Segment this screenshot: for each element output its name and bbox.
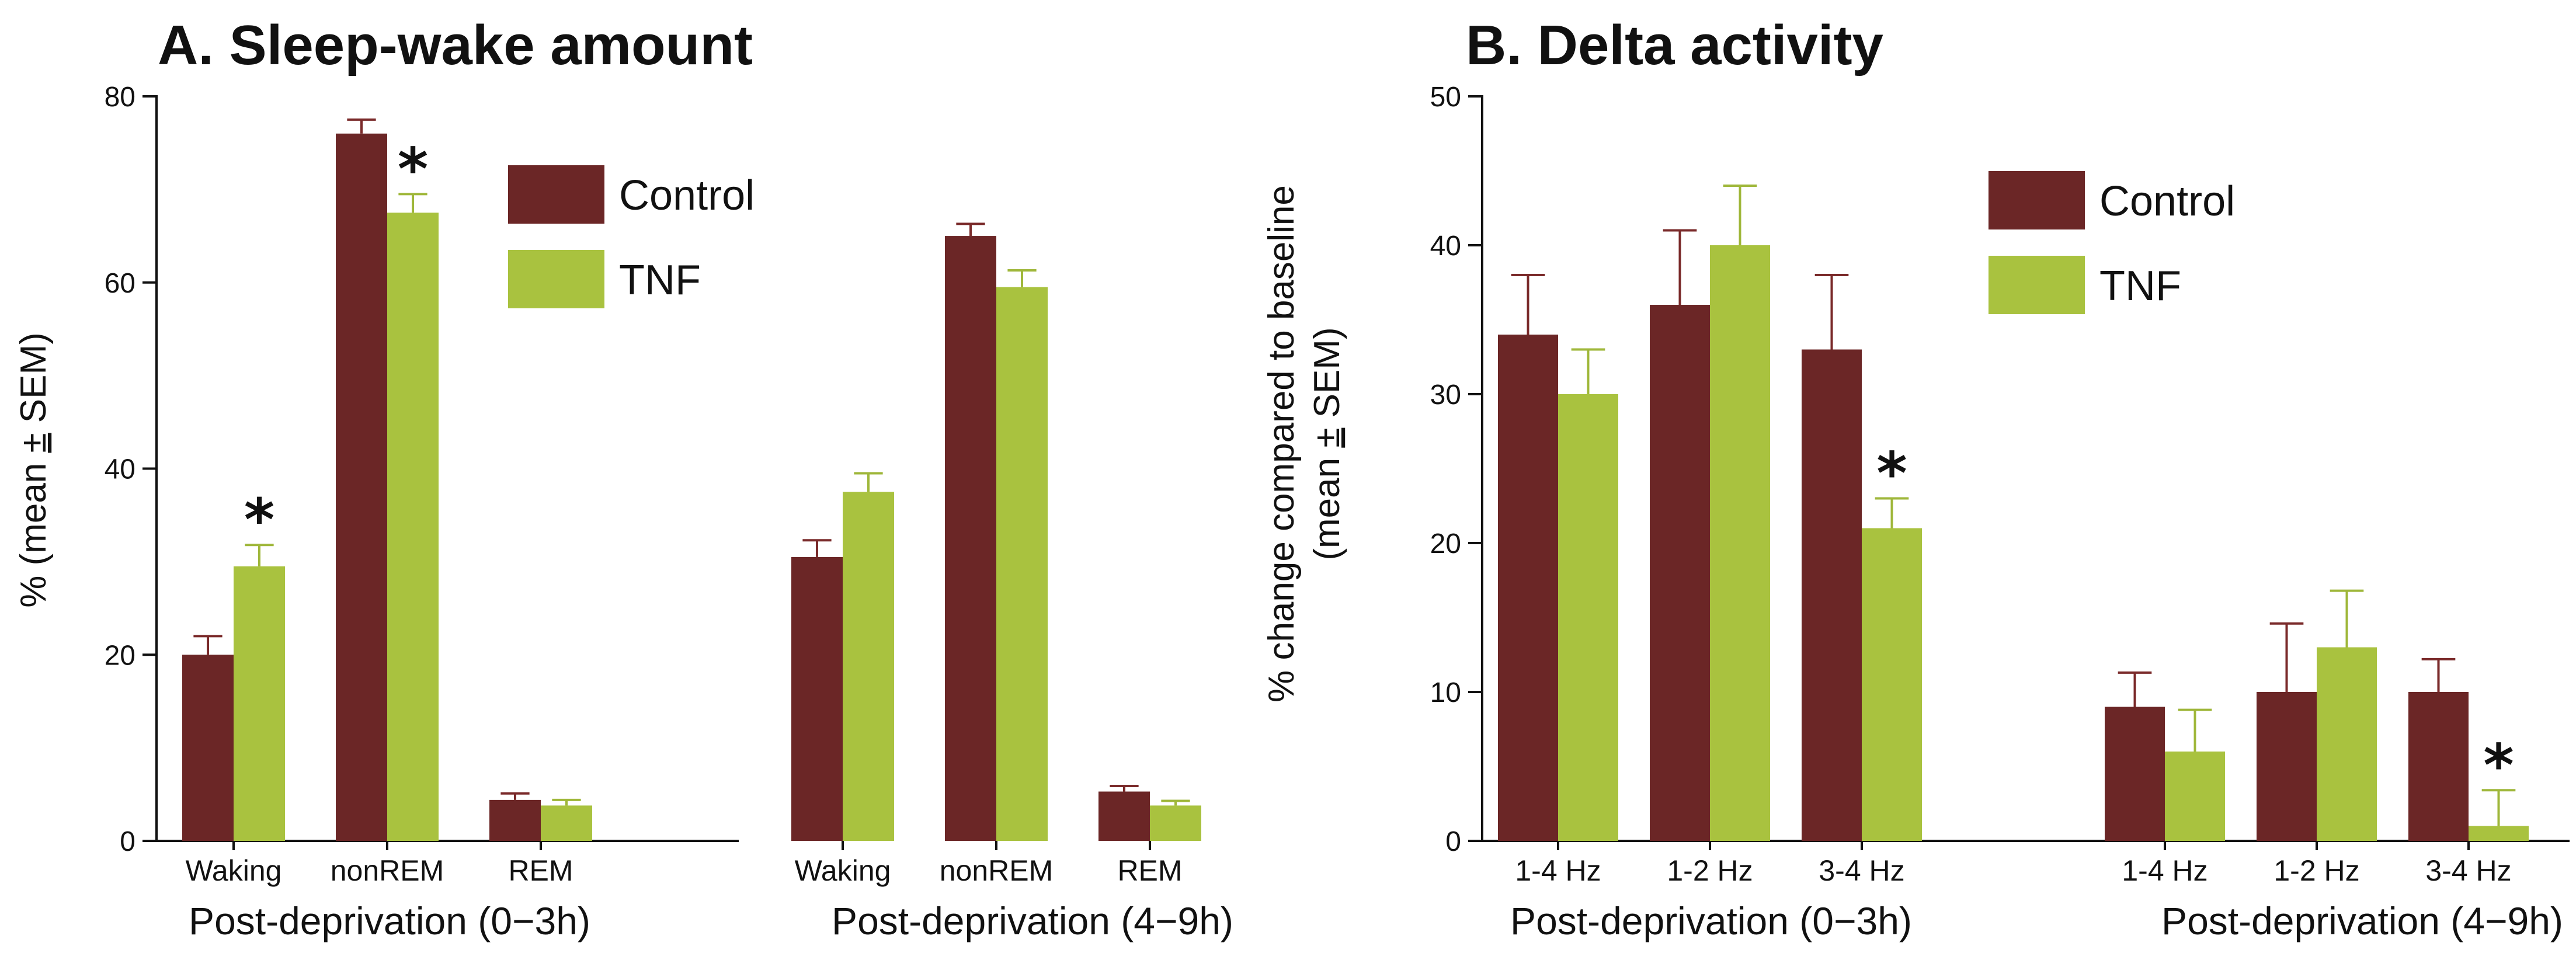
category-label: 1-2 Hz [1667, 854, 1753, 887]
y-tick-label: 0 [1445, 826, 1461, 857]
bar-control [791, 556, 843, 841]
significance-star: * [244, 486, 274, 554]
group-label: Post-deprivation (0−3h) [189, 899, 590, 942]
significance-star: * [1876, 440, 1907, 508]
legend-label-control: Control [2099, 178, 2235, 225]
bar-control [945, 236, 996, 841]
y-tick-label: 80 [105, 82, 135, 113]
group-label: Post-deprivation (4−9h) [832, 899, 1233, 942]
legend-label-tnf: TNF [619, 257, 701, 304]
y-axis-label-pm: ± [13, 433, 54, 453]
y-axis-label: % (mean ± SEM) [13, 332, 54, 608]
y-axis-label-prefix: % (mean [13, 453, 54, 607]
bar-control [1098, 791, 1150, 841]
bar-tnf [1150, 805, 1201, 841]
group-label: Post-deprivation (4−9h) [2161, 899, 2563, 942]
significance-star: * [398, 135, 428, 203]
bar-tnf [843, 492, 894, 841]
legend-swatch-tnf [1989, 256, 2085, 314]
y-tick-label: 20 [1430, 528, 1461, 559]
bar-tnf [387, 213, 439, 841]
category-label: nonREM [331, 854, 444, 887]
bar-tnf [541, 805, 592, 841]
y-tick-label: 10 [1430, 677, 1461, 708]
y-axis-label: % change compared to baseline (mean ± SEM… [1261, 185, 1347, 702]
bar-control [1802, 349, 1862, 841]
category-label: 1-2 Hz [2273, 854, 2359, 887]
bar-tnf [234, 566, 285, 841]
category-label: 3-4 Hz [2425, 854, 2511, 887]
y-axis-label-pm: ± [1307, 428, 1347, 448]
legend-swatch-control [508, 165, 604, 224]
group-label: Post-deprivation (0−3h) [1510, 899, 1912, 942]
chart-title: A. Sleep-wake amount [158, 14, 753, 76]
y-axis-label-suffix: SEM) [13, 332, 54, 433]
bar-tnf [1558, 394, 1618, 841]
category-label: REM [1117, 854, 1182, 887]
category-label: 3-4 Hz [1819, 854, 1904, 887]
bar-tnf [2317, 647, 2377, 841]
y-tick-label: 40 [105, 454, 135, 485]
legend-label-control: Control [619, 172, 755, 219]
category-label: nonREM [940, 854, 1054, 887]
bar-control [1650, 305, 1710, 841]
y-axis-label-line2: (mean ± SEM) [1307, 327, 1347, 560]
bar-control [336, 133, 387, 841]
legend-swatch-control [1989, 171, 2085, 229]
bar-control [2408, 692, 2469, 841]
bar-tnf [996, 287, 1048, 841]
bar-control [1498, 335, 1558, 841]
y-tick-label: 40 [1430, 231, 1461, 262]
legend-label-tnf: TNF [2099, 263, 2181, 309]
bar-control [489, 799, 541, 841]
category-label: Waking [795, 854, 891, 887]
y-axis-label-prefix: (mean [1307, 448, 1347, 561]
category-label: 1-4 Hz [2122, 854, 2207, 887]
bar-tnf [2469, 826, 2529, 841]
bar-tnf [2165, 752, 2225, 841]
y-axis-label-line1: % change compared to baseline [1261, 185, 1302, 702]
chart-title: B. Delta activity [1466, 14, 1883, 76]
y-tick-label: 30 [1430, 380, 1461, 411]
y-axis-label-suffix: SEM) [1307, 327, 1347, 427]
bar-tnf [1710, 245, 1770, 841]
bar-tnf [1862, 528, 1922, 841]
category-label: REM [508, 854, 573, 887]
bar-control [2105, 707, 2165, 841]
y-tick-label: 20 [105, 640, 135, 671]
significance-star: * [2483, 731, 2514, 799]
legend-swatch-tnf [508, 250, 604, 308]
y-tick-label: 50 [1430, 82, 1461, 113]
y-tick-label: 60 [105, 268, 135, 299]
category-label: Waking [186, 854, 282, 887]
bar-control [182, 655, 234, 841]
y-tick-label: 0 [120, 826, 135, 857]
bar-control [2257, 692, 2317, 841]
category-label: 1-4 Hz [1515, 854, 1601, 887]
